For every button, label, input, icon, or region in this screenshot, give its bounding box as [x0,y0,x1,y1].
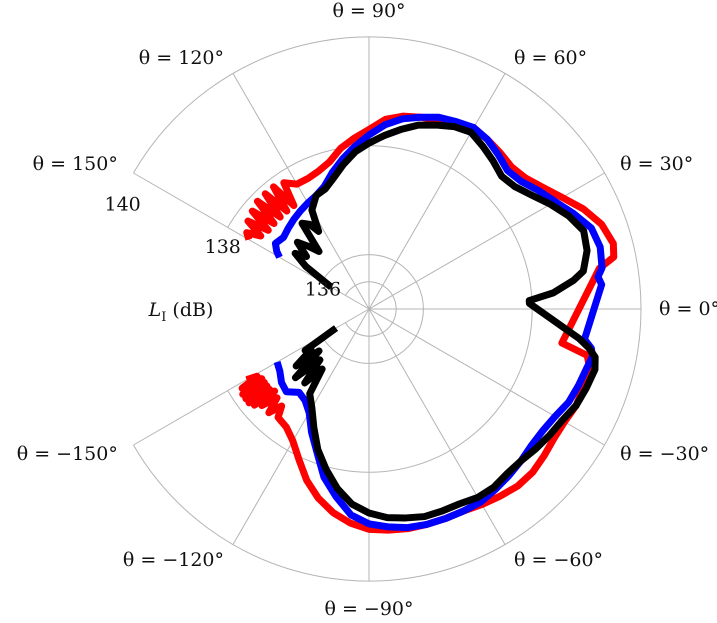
series-line-3 [291,121,599,522]
angle-tick-label: θ = 90° [332,0,405,22]
angle-tick-label: θ = −90° [324,598,413,620]
radial-tick-label: 140 [104,194,140,216]
angle-tick-label: θ = −120° [123,549,224,571]
angular-grid-spoke [368,73,506,310]
radial-axis-unit: (dB) [172,299,213,321]
angle-tick-label: θ = 60° [514,47,587,69]
radial-tick-label: 138 [205,236,241,258]
angle-tick-label: θ = −30° [620,443,709,465]
angle-tick-label: θ = 150° [33,153,118,175]
axis-labels: θ = −150° θ = −120° θ = −90° θ = −60° θ = −3… [17,0,717,620]
angle-tick-label: θ = 0° [659,298,717,320]
angular-grid-spoke [368,172,605,310]
angular-grid-spoke [232,73,370,310]
angle-tick-label: θ = 30° [620,153,693,175]
angle-tick-label: θ = −150° [17,443,118,465]
radial-tick-label: 136 [305,279,341,301]
radial-axis-symbol: L [148,299,162,321]
series-line-2 [271,113,606,532]
angle-tick-label: θ = 120° [139,47,224,69]
data-series [238,112,618,534]
radial-axis-subscript: I [161,310,166,325]
angle-tick-label: θ = −60° [514,549,603,571]
radial-axis-label: LI (dB) [148,299,214,325]
angular-grid-spoke [232,308,370,545]
